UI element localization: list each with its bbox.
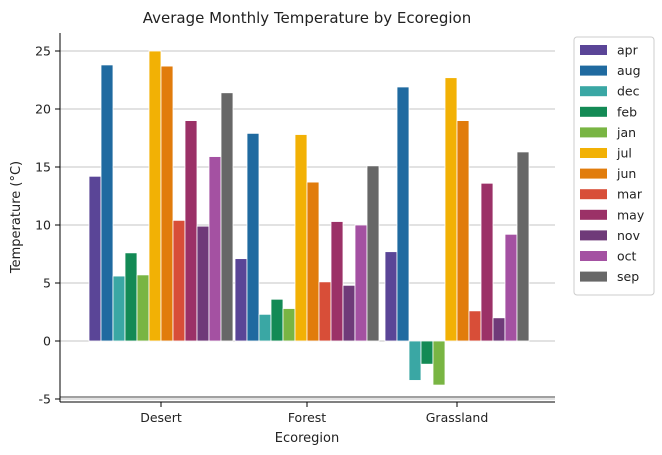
bar-sep-grassland xyxy=(516,151,530,342)
legend-swatch-mar xyxy=(580,189,607,200)
bar-dec-desert xyxy=(112,275,126,342)
bar-jan-forest xyxy=(282,308,296,342)
legend-swatch-may xyxy=(580,209,607,220)
bar-oct-forest xyxy=(354,224,368,342)
bar-nov-grassland xyxy=(492,317,506,342)
y-tick-label: 25 xyxy=(35,44,51,59)
y-tick-label: -5 xyxy=(39,392,51,407)
bar-apr-grassland xyxy=(384,251,398,342)
legend-swatch-dec xyxy=(580,86,607,97)
bar-may-forest xyxy=(330,221,344,342)
legend-label-dec: dec xyxy=(617,84,640,99)
legend-label-jul: jul xyxy=(616,146,632,161)
legend-label-sep: sep xyxy=(617,269,639,284)
legend-label-oct: oct xyxy=(617,249,637,264)
legend-label-jan: jan xyxy=(616,125,636,140)
legend-label-mar: mar xyxy=(617,187,643,202)
bar-may-grassland xyxy=(480,182,494,342)
y-tick-label: 10 xyxy=(35,218,51,233)
legend-swatch-nov xyxy=(580,230,607,241)
legend-swatch-jan xyxy=(580,127,607,138)
legend-label-may: may xyxy=(617,207,645,222)
legend-swatch-sep xyxy=(580,271,607,282)
bar-may-desert xyxy=(184,120,198,342)
bar-jul-forest xyxy=(294,134,308,342)
bars xyxy=(88,50,530,386)
bar-jan-grassland xyxy=(432,340,446,386)
bar-dec-forest xyxy=(258,313,272,342)
bar-nov-desert xyxy=(196,225,210,342)
legend-label-jun: jun xyxy=(616,166,636,181)
legend-swatch-oct xyxy=(580,251,607,261)
bar-aug-desert xyxy=(100,64,114,342)
bar-jun-forest xyxy=(306,181,320,342)
x-axis-label: Ecoregion xyxy=(275,431,339,446)
bar-jun-desert xyxy=(160,65,174,342)
bar-oct-grassland xyxy=(504,233,518,342)
bar-nov-forest xyxy=(342,284,356,342)
x-tick-label: Desert xyxy=(140,410,182,425)
bar-jun-grassland xyxy=(456,120,470,342)
legend-swatch-aug xyxy=(580,65,607,76)
legend: apr aug dec feb jan jul jun mar may nov oct sep xyxy=(573,36,655,296)
legend-swatch-feb xyxy=(580,106,607,117)
chart-title: Average Monthly Temperature by Ecoregion xyxy=(143,9,471,27)
bar-jan-desert xyxy=(136,274,150,342)
bar-feb-desert xyxy=(124,252,138,342)
bar-mar-desert xyxy=(172,219,186,342)
bar-feb-grassland xyxy=(420,340,434,365)
bar-mar-grassland xyxy=(468,310,482,342)
y-tick-label: 5 xyxy=(43,276,51,291)
bar-jul-desert xyxy=(148,50,162,342)
bar-mar-forest xyxy=(318,281,332,342)
bar-aug-grassland xyxy=(396,86,410,342)
y-tick-label: 20 xyxy=(35,102,51,117)
legend-label-aug: aug xyxy=(617,63,641,78)
x-tick-label: Forest xyxy=(288,410,326,425)
y-axis-label: Temperature (°C) xyxy=(9,161,24,274)
y-tick-label: 0 xyxy=(43,334,51,349)
y-ticks: -5 0 5 10 15 20 25 xyxy=(35,44,60,407)
bar-jul-grassland xyxy=(444,77,458,342)
bar-apr-forest xyxy=(234,258,248,342)
legend-label-feb: feb xyxy=(617,104,637,119)
bar-aug-forest xyxy=(246,132,260,342)
bar-oct-desert xyxy=(208,156,222,342)
legend-label-nov: nov xyxy=(617,228,641,243)
bar-sep-forest xyxy=(366,165,380,342)
legend-swatch-jul xyxy=(580,148,607,158)
legend-swatch-apr xyxy=(580,45,607,55)
y-tick-label: 15 xyxy=(35,160,51,175)
bar-sep-desert xyxy=(220,92,234,342)
x-tick-label: Grassland xyxy=(426,410,489,425)
bar-apr-desert xyxy=(88,175,102,342)
legend-label-apr: apr xyxy=(617,43,639,58)
legend-swatch-jun xyxy=(580,168,607,179)
bar-dec-grassland xyxy=(408,340,422,381)
bar-feb-forest xyxy=(270,298,284,342)
x-ticks: Desert Forest Grassland xyxy=(140,402,488,425)
